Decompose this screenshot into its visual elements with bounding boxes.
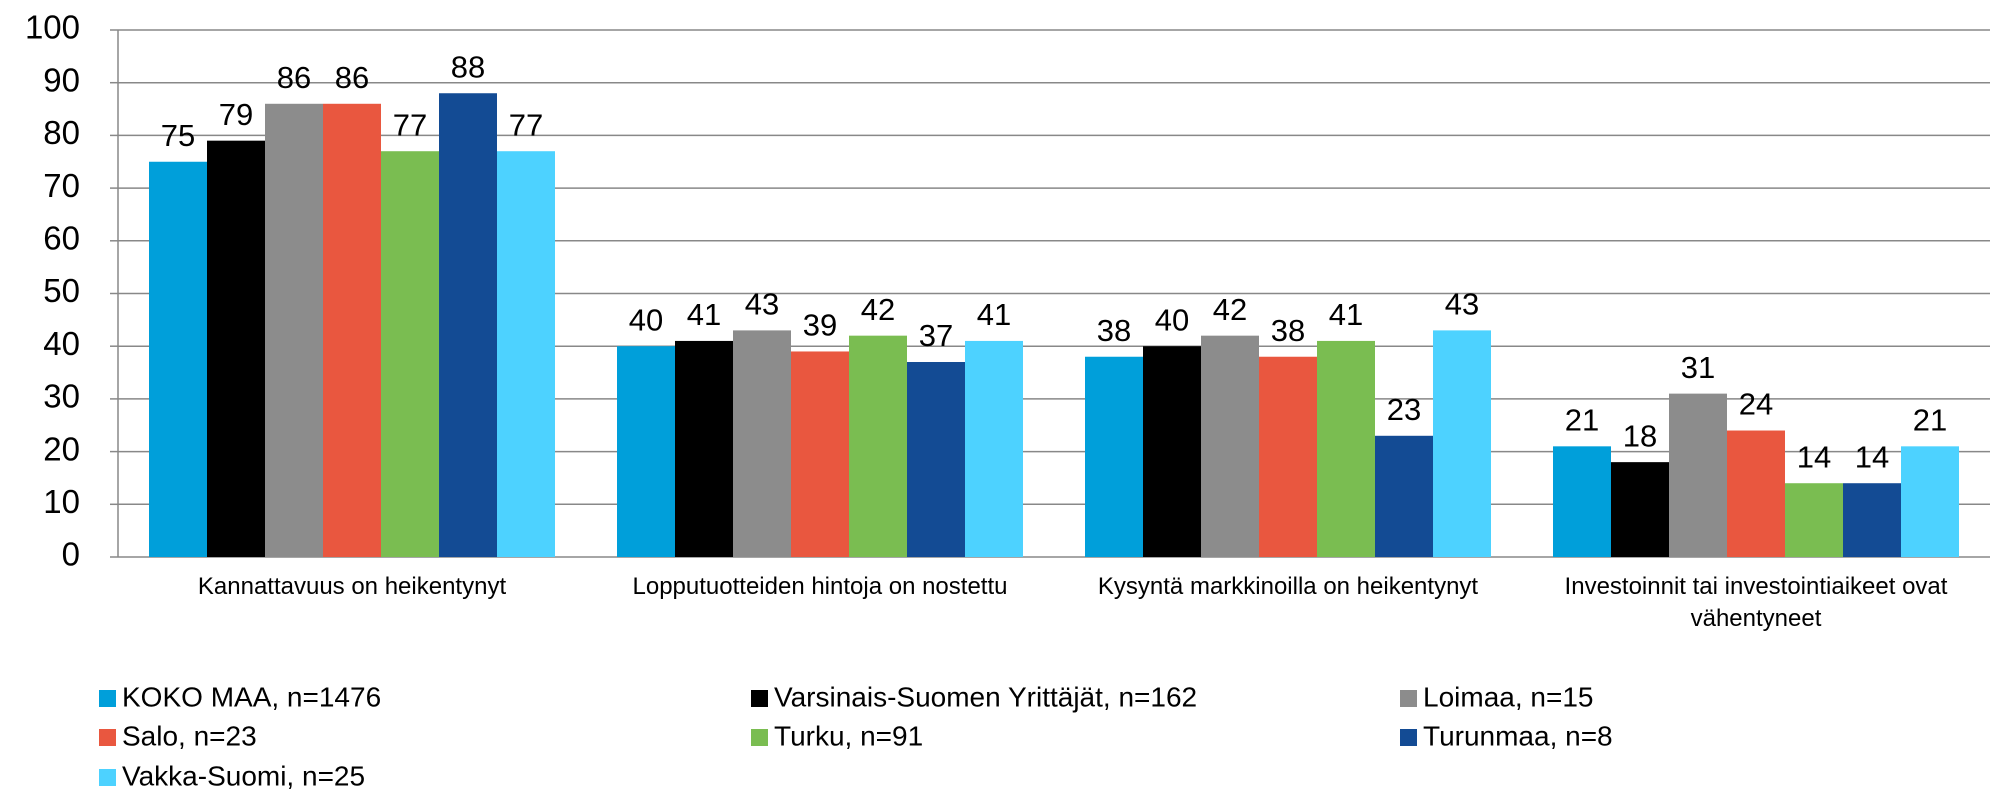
legend-swatch — [1400, 690, 1417, 707]
legend-label: Vakka-Suomi, n=25 — [122, 760, 365, 791]
bar — [617, 346, 675, 557]
value-label: 43 — [745, 287, 779, 322]
value-label: 38 — [1271, 313, 1305, 348]
value-label: 18 — [1623, 418, 1657, 453]
bar — [1375, 435, 1433, 557]
y-tick-label: 50 — [43, 272, 80, 309]
legend-label: Salo, n=23 — [122, 720, 257, 751]
bar — [1433, 330, 1491, 557]
y-tick-label: 20 — [43, 430, 80, 467]
value-label: 42 — [861, 292, 895, 327]
bar — [149, 161, 207, 557]
bar — [1317, 340, 1375, 557]
value-label: 31 — [1681, 350, 1715, 385]
bar — [791, 351, 849, 557]
value-label: 14 — [1855, 439, 1889, 474]
bar — [849, 335, 907, 557]
legend-swatch — [751, 690, 768, 707]
bar — [1143, 346, 1201, 557]
value-label: 86 — [277, 60, 311, 95]
value-label: 40 — [1155, 302, 1189, 337]
value-label: 79 — [219, 97, 253, 132]
bar — [439, 93, 497, 558]
x-tick-label: Kannattavuus on heikentynyt — [197, 573, 507, 600]
value-label: 41 — [977, 297, 1011, 332]
value-label: 21 — [1565, 403, 1599, 438]
value-label: 23 — [1387, 392, 1421, 427]
y-tick-label: 90 — [43, 61, 80, 98]
bar — [1201, 335, 1259, 557]
y-tick-label: 10 — [43, 483, 80, 520]
value-label: 40 — [629, 302, 663, 337]
value-label: 42 — [1213, 292, 1247, 327]
value-label: 37 — [919, 318, 953, 353]
legend-swatch — [99, 690, 116, 707]
value-label: 77 — [393, 107, 427, 142]
legend-label: Turku, n=91 — [774, 720, 923, 751]
legend-swatch — [99, 729, 116, 746]
y-tick-label: 80 — [43, 114, 80, 151]
bar — [675, 340, 733, 557]
bar — [1727, 430, 1785, 557]
bar — [1901, 446, 1959, 557]
value-label: 24 — [1739, 387, 1773, 422]
bar — [1553, 446, 1611, 557]
value-label: 39 — [803, 308, 837, 343]
x-tick-label: Kysyntä markkinoilla on heikentynyt — [1097, 573, 1479, 600]
value-label: 86 — [335, 60, 369, 95]
value-label: 75 — [161, 118, 195, 153]
bar — [733, 330, 791, 557]
bar — [323, 103, 381, 557]
legend-label: Loimaa, n=15 — [1423, 681, 1593, 712]
x-tick-label: Investoinnit tai investointiaikeet ovat … — [1564, 573, 1948, 632]
y-tick-label: 100 — [25, 9, 80, 46]
value-label: 88 — [451, 49, 485, 84]
value-label: 21 — [1913, 403, 1947, 438]
bar — [381, 151, 439, 557]
y-tick-label: 60 — [43, 220, 80, 257]
legend-label: Turunmaa, n=8 — [1423, 720, 1613, 751]
bar — [1611, 462, 1669, 557]
bar — [1843, 483, 1901, 557]
bar — [1785, 483, 1843, 557]
value-label: 38 — [1097, 313, 1131, 348]
value-label: 77 — [509, 107, 543, 142]
legend-label: Varsinais-Suomen Yrittäjät, n=162 — [774, 681, 1197, 712]
bar — [1085, 356, 1143, 557]
bar — [907, 362, 965, 557]
legend-swatch — [1400, 729, 1417, 746]
legend-label: KOKO MAA, n=1476 — [122, 681, 381, 712]
bar — [265, 103, 323, 557]
legend-swatch — [751, 729, 768, 746]
y-tick-label: 0 — [62, 536, 80, 573]
value-label: 41 — [1329, 297, 1363, 332]
legend-swatch — [99, 769, 116, 786]
bar — [1669, 393, 1727, 557]
y-tick-label: 40 — [43, 325, 80, 362]
y-tick-label: 70 — [43, 167, 80, 204]
bar — [1259, 356, 1317, 557]
bar — [207, 140, 265, 558]
bar — [497, 151, 555, 557]
bar — [965, 340, 1023, 557]
y-tick-label: 30 — [43, 378, 80, 415]
x-tick-label: Lopputuotteiden hintoja on nostettu — [632, 573, 1008, 600]
value-label: 41 — [687, 297, 721, 332]
value-label: 14 — [1797, 439, 1831, 474]
value-label: 43 — [1445, 287, 1479, 322]
